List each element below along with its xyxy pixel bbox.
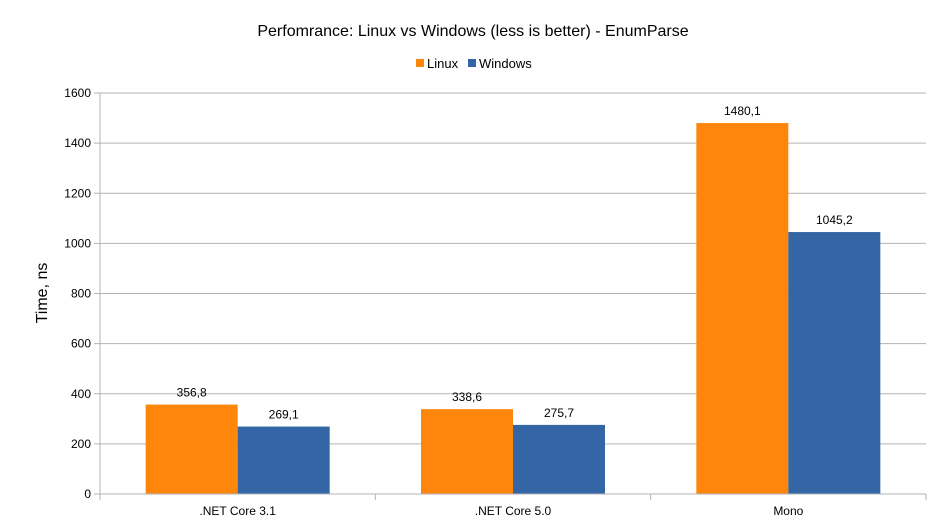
data-label-linux-0: 356,8 <box>177 386 207 400</box>
y-tick-label-600: 600 <box>71 337 91 351</box>
y-tick-label-400: 400 <box>71 387 91 401</box>
data-label-linux-1: 338,6 <box>452 390 482 404</box>
x-category-label-1: .NET Core 5.0 <box>475 504 552 518</box>
y-tick-label-200: 200 <box>71 437 91 451</box>
bars <box>145 123 881 495</box>
y-tick-label-1400: 1400 <box>64 136 91 150</box>
legend-swatch-windows <box>468 59 476 67</box>
x-category-labels: .NET Core 3.1 .NET Core 5.0 Mono <box>199 504 803 518</box>
y-tick-label-1200: 1200 <box>64 186 91 200</box>
data-labels: 356,8 269,1 338,6 275,7 1480,1 1045,2 <box>177 104 853 422</box>
y-tick-label-1600: 1600 <box>64 86 91 100</box>
legend-label-linux: Linux <box>427 56 459 71</box>
y-tick-label-0: 0 <box>84 487 91 501</box>
data-label-windows-1: 275,7 <box>544 406 574 420</box>
bar-linux-2 <box>696 123 789 495</box>
x-category-label-0: .NET Core 3.1 <box>199 504 276 518</box>
data-label-windows-0: 269,1 <box>269 408 299 422</box>
x-category-label-2: Mono <box>773 504 803 518</box>
y-tick-label-1000: 1000 <box>64 236 91 250</box>
bar-windows-2 <box>788 232 881 494</box>
bar-windows-0 <box>237 426 330 494</box>
bar-windows-1 <box>513 424 605 494</box>
axes <box>99 93 927 500</box>
chart-title: Perfomrance: Linux vs Windows (less is b… <box>257 23 688 40</box>
y-tick-label-800: 800 <box>71 287 91 301</box>
data-label-windows-2: 1045,2 <box>816 213 853 227</box>
bar-linux-1 <box>421 409 513 494</box>
bar-linux-0 <box>145 404 238 494</box>
legend-label-windows: Windows <box>479 56 532 71</box>
y-tick-labels: 0 200 400 600 800 1000 1200 1400 1600 <box>64 86 91 501</box>
legend: Linux Windows <box>416 56 532 71</box>
legend-swatch-linux <box>416 59 424 67</box>
y-axis-label: Time, ns <box>34 263 51 324</box>
data-label-linux-2: 1480,1 <box>724 104 761 118</box>
